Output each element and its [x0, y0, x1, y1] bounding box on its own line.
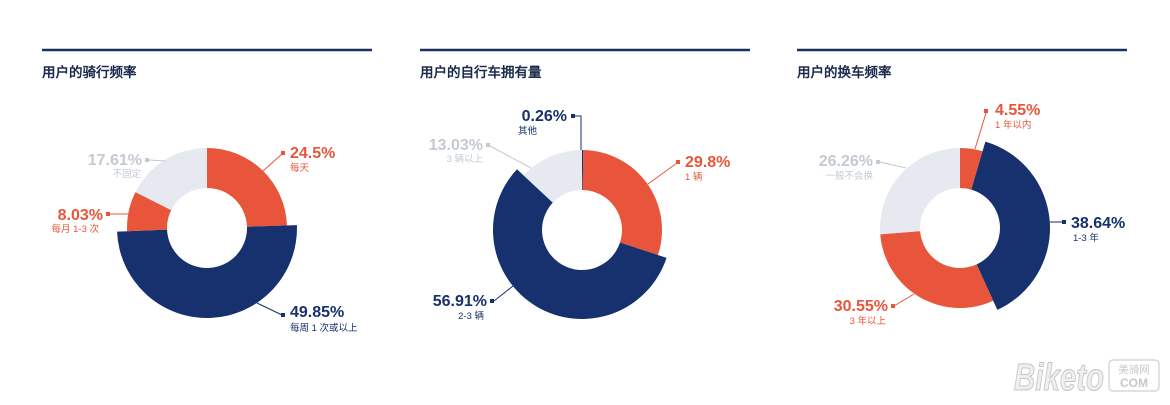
donut-slice-2	[971, 141, 1051, 310]
watermark-box	[1108, 359, 1160, 392]
donut-slice-3	[127, 192, 172, 232]
category-label: 每月 1-3 次	[51, 223, 99, 235]
label-marker	[571, 114, 575, 118]
category-label: 一般不会换	[825, 170, 873, 182]
donut-slice-1	[960, 148, 983, 190]
category-label: 3 辆以上	[447, 153, 484, 165]
donut-slice-4	[135, 148, 207, 211]
leader-line	[489, 145, 532, 169]
donut-bike-ownership	[493, 150, 667, 319]
label-marker	[490, 299, 494, 303]
slice-label-weekly: 49.85% 每周 1 次或以上	[256, 302, 358, 334]
donut-slice-4	[880, 148, 960, 235]
donut-slice-3	[880, 231, 994, 308]
watermark-domain: COM	[1120, 376, 1148, 390]
slice-label-daily: 24.5% 每天	[262, 145, 335, 174]
donut-slice-3	[493, 169, 667, 319]
donut-slice-1	[582, 150, 584, 191]
leader-line	[647, 162, 678, 185]
slice-label-over-three-years: 30.55% 3 年以上	[834, 293, 915, 327]
value-label: 56.91%	[433, 293, 487, 310]
label-marker	[486, 143, 490, 147]
leader-line	[148, 159, 167, 162]
donut-slice-2	[582, 150, 662, 256]
chart-title: 用户的换车频率	[797, 64, 892, 80]
slice-label-monthly: 8.03% 每月 1-3 次	[51, 207, 129, 235]
label-marker	[281, 151, 285, 155]
value-label: 26.26%	[819, 153, 873, 170]
value-label: 49.85%	[290, 304, 344, 321]
leader-line	[493, 285, 514, 302]
slice-label-other: 0.26% 其他	[518, 108, 582, 150]
watermark-brand: Biketo	[1014, 357, 1104, 399]
chart-title: 用户的骑行频率	[42, 64, 137, 80]
category-label: 每周 1 次或以上	[290, 322, 358, 334]
label-marker	[891, 304, 895, 308]
value-label: 17.61%	[88, 152, 142, 169]
chart-riding-frequency: 用户的骑行频率 24.5% 每天 49.85% 每周 1 次或以上 8.03% …	[42, 48, 372, 334]
donut-slice-1	[207, 148, 287, 227]
value-label: 24.5%	[290, 145, 335, 162]
chart-replacement-frequency: 用户的换车频率 4.55% 1 年以内 38.64% 1-3 年 30.55% …	[797, 48, 1127, 327]
leader-line	[879, 161, 907, 169]
category-label: 3 年以上	[850, 315, 887, 327]
category-label: 其他	[518, 125, 538, 137]
slice-label-irregular: 17.61% 不固定	[88, 152, 167, 180]
value-label: 13.03%	[429, 137, 483, 154]
leader-line	[974, 112, 987, 150]
label-marker	[984, 109, 988, 113]
label-marker	[281, 313, 285, 317]
slice-label-one-three-years: 38.64% 1-3 年	[1050, 215, 1125, 244]
leader-line	[256, 302, 283, 316]
category-label: 1-3 年	[1073, 232, 1099, 244]
value-label: 4.55%	[995, 102, 1040, 119]
donut-replacement-frequency	[880, 141, 1051, 310]
slice-label-within-one-year: 4.55% 1 年以内	[974, 102, 1040, 150]
category-label: 1 辆	[685, 171, 703, 183]
donut-slice-4	[523, 150, 582, 203]
label-marker	[876, 160, 880, 164]
category-label: 1 年以内	[995, 119, 1031, 131]
leader-line	[262, 153, 283, 172]
donut-slice-2	[117, 225, 297, 318]
watermark-site-name: 美骑网	[1118, 363, 1150, 376]
value-label: 38.64%	[1071, 215, 1125, 232]
leader-line	[575, 115, 582, 150]
biketo-watermark: Biketo 美骑网 COM	[1014, 357, 1160, 400]
slice-label-two-three-bikes: 56.91% 2-3 辆	[433, 285, 514, 322]
label-marker	[106, 212, 110, 216]
category-label: 不固定	[112, 168, 141, 180]
slice-label-more-than-three: 13.03% 3 辆以上	[429, 137, 532, 169]
category-label: 2-3 辆	[458, 310, 484, 322]
value-label: 0.26%	[522, 108, 567, 125]
category-label: 每天	[290, 162, 310, 174]
donut-riding-frequency	[117, 148, 297, 318]
chart-title: 用户的自行车拥有量	[420, 64, 542, 80]
value-label: 8.03%	[58, 207, 103, 224]
label-marker	[676, 160, 680, 164]
chart-bike-ownership: 用户的自行车拥有量 0.26% 其他 29.8% 1 辆 56.91% 2-3 …	[420, 48, 750, 322]
label-marker	[1062, 220, 1066, 224]
label-marker	[145, 158, 149, 162]
value-label: 29.8%	[685, 154, 730, 171]
slice-label-one-bike: 29.8% 1 辆	[647, 154, 730, 185]
slice-label-rarely-replace: 26.26% 一般不会换	[819, 153, 907, 182]
leader-line	[893, 293, 915, 307]
value-label: 30.55%	[834, 298, 888, 315]
